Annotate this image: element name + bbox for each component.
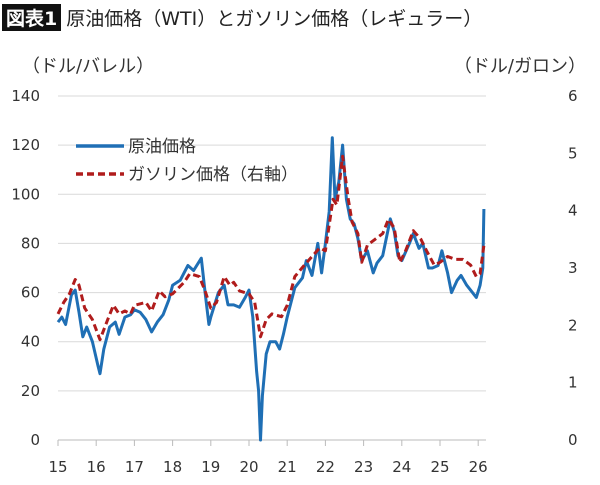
x-tick-label: 16: [87, 458, 106, 476]
right-axis-unit: （ドル/ガロン）: [453, 56, 586, 77]
series-line-crude-oil: [56, 136, 486, 442]
x-tick-label: 20: [239, 458, 258, 476]
y-right-tick-label: 1: [568, 374, 578, 392]
y-right-tick-label: 3: [568, 259, 578, 277]
y-left-tick-label: 20: [21, 382, 40, 400]
x-tick-label: 17: [125, 458, 144, 476]
y-left-tick-label: 140: [11, 87, 40, 105]
title-text: 原油価格（WTI）とガソリン価格（レギュラー）: [66, 8, 483, 30]
y-right-tick-label: 0: [568, 431, 578, 449]
y-right-tick-label: 2: [568, 316, 578, 334]
y-right-tick-label: 6: [568, 87, 578, 105]
x-tick-label: 24: [392, 458, 411, 476]
x-tick-label: 25: [430, 458, 449, 476]
y-left-tick-label: 60: [21, 284, 40, 302]
left-axis-unit: （ドル/バレル）: [22, 56, 155, 77]
y-right-tick-label: 5: [568, 144, 578, 162]
y-left-tick-label: 40: [21, 333, 40, 351]
y-left-tick-label: 0: [30, 431, 40, 449]
chart-title: 図表1 原油価格（WTI）とガソリン価格（レギュラー）: [2, 4, 482, 31]
y-left-tick-label: 80: [21, 234, 40, 252]
x-tick-label: 15: [48, 458, 67, 476]
x-tick-label: 18: [163, 458, 182, 476]
legend-label: 原油価格: [128, 137, 196, 157]
x-tick-label: 19: [201, 458, 220, 476]
y-left-tick-label: 120: [11, 136, 40, 154]
y-right-tick-label: 4: [568, 202, 578, 220]
y-left-tick-label: 100: [11, 185, 40, 203]
figure-badge: 図表1: [2, 4, 62, 31]
x-tick-label: 21: [278, 458, 297, 476]
x-tick-label: 22: [316, 458, 335, 476]
series-line-gasoline: [56, 154, 486, 342]
x-tick-label: 23: [354, 458, 373, 476]
x-tick-label: 26: [469, 458, 488, 476]
legend-label: ガソリン価格（右軸）: [128, 165, 298, 185]
